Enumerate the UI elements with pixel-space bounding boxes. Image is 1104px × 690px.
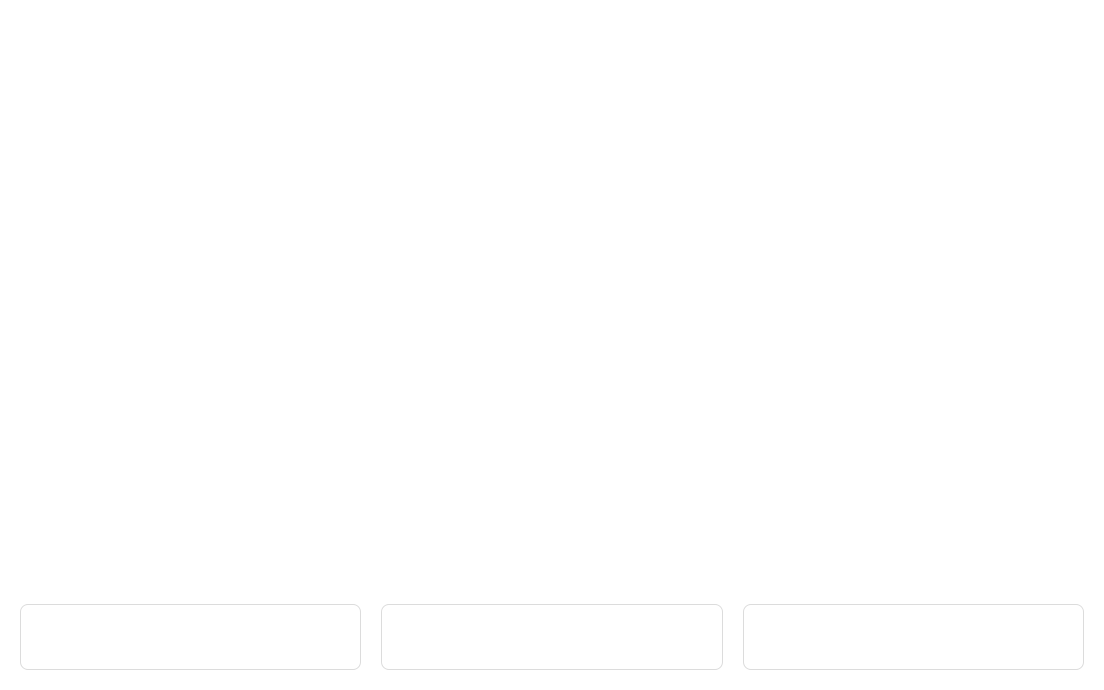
legend-dot-max bbox=[905, 628, 913, 636]
legend-row bbox=[0, 604, 1104, 670]
legend-title-avg bbox=[544, 628, 560, 636]
legend-title-min bbox=[183, 628, 199, 636]
legend-dot-avg bbox=[544, 628, 552, 636]
gauge-area bbox=[0, 0, 1104, 560]
legend-card-min bbox=[20, 604, 361, 670]
legend-card-avg bbox=[381, 604, 722, 670]
gauge-svg bbox=[0, 0, 1104, 560]
legend-dot-min bbox=[183, 628, 191, 636]
legend-card-max bbox=[743, 604, 1084, 670]
cost-gauge-chart bbox=[0, 0, 1104, 690]
legend-title-max bbox=[905, 628, 921, 636]
